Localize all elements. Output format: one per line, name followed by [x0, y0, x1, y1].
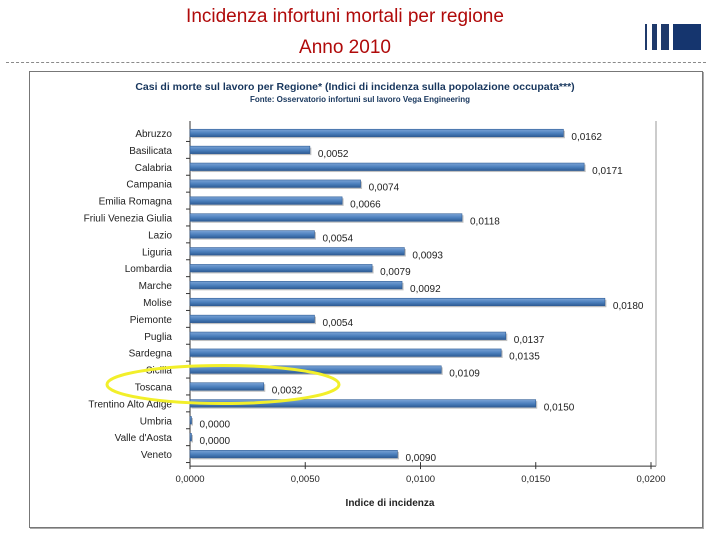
value-label: 0,0137 [514, 335, 545, 346]
bar [189, 128, 564, 138]
bar [189, 145, 311, 154]
logo-bar [645, 24, 647, 50]
category-label: Campania [126, 180, 172, 191]
value-label: 0,0066 [350, 200, 381, 211]
category-label: Sicilia [146, 366, 173, 377]
value-label: 0,0032 [272, 386, 303, 397]
bar [189, 196, 343, 205]
category-label: Piemonte [130, 315, 173, 326]
x-tick-label: 0,0200 [636, 474, 665, 485]
category-label: Lazio [148, 230, 172, 241]
value-labels: 0,0162 0,0052 0,0171 0,0074 0,0066 0,0118 0,00… [200, 132, 644, 464]
value-label: 0,0118 [470, 217, 500, 228]
value-label: 0,0093 [412, 250, 443, 261]
chart-title: Casi di morte sul lavoro per Regione* (I… [135, 81, 574, 93]
bar [189, 162, 585, 171]
bar [189, 264, 373, 273]
chart-subtitle: Fonte: Osservatorio infortuni sul lavoro… [250, 95, 470, 104]
value-label: 0,0162 [571, 132, 602, 143]
value-label: 0,0079 [380, 267, 411, 278]
category-label: Marche [139, 281, 173, 292]
bar [189, 331, 507, 340]
header-divider [6, 62, 706, 63]
bar [189, 433, 192, 442]
value-label: 0,0090 [405, 453, 436, 464]
x-tick-labels: 0,0000 0,0050 0,0100 0,0150 0,0200 [175, 474, 665, 485]
value-label: 0,0171 [592, 166, 623, 177]
highlight-ellipse [105, 364, 341, 405]
chart-image-frame: Casi di morte sul lavoro per Regione* (I… [29, 71, 703, 528]
x-axis-label: Indice di incidenza [346, 498, 435, 509]
bar [189, 297, 606, 307]
bar [189, 348, 502, 357]
logo-bar [661, 24, 669, 50]
x-tick-label: 0,0150 [521, 474, 550, 485]
category-label: Emilia Romagna [99, 197, 173, 208]
highlight-overlay [105, 364, 341, 405]
value-label: 0,0074 [369, 183, 400, 194]
category-label: Trentino Alto Adige [88, 399, 172, 410]
value-label: 0,0054 [322, 233, 353, 244]
x-tick-label: 0,0100 [406, 474, 435, 485]
bar [189, 247, 405, 256]
bar [189, 230, 315, 239]
category-label: Umbria [140, 416, 173, 427]
value-label: 0,0054 [322, 318, 353, 329]
slide-title: Incidenza infortuni mortali per regione [186, 6, 504, 27]
value-label: 0,0150 [544, 402, 575, 413]
category-label: Molise [143, 298, 172, 309]
value-label: 0,0180 [613, 301, 644, 312]
slide-header: Incidenza infortuni mortali per regione … [0, 0, 720, 64]
value-label: 0,0000 [200, 436, 231, 447]
category-label: Friuli Venezia Giulia [84, 214, 173, 225]
value-label: 0,0109 [449, 369, 480, 380]
bar-chart: Casi di morte sul lavoro per Regione* (I… [84, 81, 666, 509]
bar-shadow [191, 418, 193, 426]
value-label: 0,0135 [509, 352, 540, 363]
value-label: 0,0000 [200, 419, 231, 430]
category-label: Toscana [135, 383, 173, 394]
bar [189, 213, 463, 222]
category-label: Liguria [142, 247, 172, 258]
x-tick-label: 0,0050 [291, 474, 320, 485]
category-label: Valle d'Aosta [115, 433, 173, 444]
bar [189, 450, 398, 459]
bar [189, 281, 403, 290]
category-labels: Abruzzo Basilicata Calabria Campania Emilia … [84, 129, 173, 461]
slide-subtitle: Anno 2010 [299, 37, 391, 58]
logo-bar [673, 24, 701, 50]
bar [189, 314, 315, 323]
bar-shadow [191, 434, 193, 443]
category-label: Veneto [141, 450, 173, 461]
value-label: 0,0092 [410, 284, 441, 295]
category-label: Puglia [144, 332, 172, 343]
bar-series [189, 128, 607, 460]
logo [645, 24, 701, 50]
value-label: 0,0052 [318, 149, 349, 160]
chart-axes [186, 121, 657, 470]
bar [189, 416, 192, 425]
category-label: Basilicata [129, 146, 172, 157]
category-label: Calabria [135, 163, 173, 174]
bar [189, 382, 265, 391]
category-label: Abruzzo [135, 129, 172, 140]
logo-bar [652, 24, 657, 50]
x-tick-label: 0,0000 [175, 474, 204, 485]
bar [189, 179, 361, 188]
category-label: Sardegna [129, 349, 173, 360]
category-label: Lombardia [125, 264, 173, 275]
